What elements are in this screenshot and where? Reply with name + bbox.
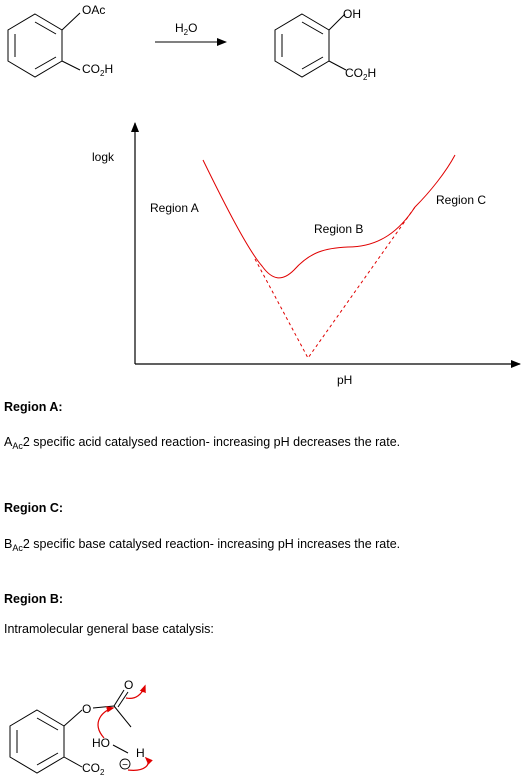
region-c-heading: Region C: [4, 501, 64, 515]
curly-arrow-carbonyl [125, 684, 146, 699]
x-axis-label: pH [337, 373, 352, 387]
reactant-oac-label: OAc [82, 3, 105, 17]
mech-water-ho: HO [92, 736, 110, 750]
curly-arrow-carboxylate [127, 756, 153, 771]
reactant-co2h-label: CO2H [82, 62, 113, 78]
region-b-description: Intramolecular general base catalysis: [4, 622, 214, 636]
curly-arrow-water-attack [97, 706, 115, 739]
region-a-label: Region A [150, 201, 199, 215]
region-a-description: AAc2 specific acid catalysed reaction- i… [4, 435, 401, 451]
region-b-label: Region B [314, 222, 363, 236]
region-c-description: BAc2 specific base catalysed reaction- i… [4, 537, 401, 553]
reactant-structure [7, 12, 81, 78]
mech-ester-oxygen: O [82, 702, 91, 716]
mech-carboxylate: CO2 [82, 761, 105, 777]
mech-carbonyl-oxygen: O [124, 678, 133, 692]
extrapolated-dashed-lines [254, 206, 416, 359]
mech-charge-sign: − [122, 760, 128, 771]
product-structure [274, 13, 347, 78]
region-a-heading: Region A: [4, 400, 63, 414]
region-c-label: Region C [436, 193, 486, 207]
product-oh-label: OH [343, 7, 361, 21]
y-axis-label: logk [92, 150, 115, 164]
product-co2h-label: CO2H [345, 66, 376, 82]
negative-charge-icon [119, 758, 131, 770]
reagent-water-label: H2O [175, 21, 197, 37]
mechanism-structure [9, 689, 132, 774]
mech-water-h: H [136, 746, 145, 760]
region-b-heading: Region B: [4, 592, 64, 606]
observed-rate-curve [202, 154, 456, 279]
